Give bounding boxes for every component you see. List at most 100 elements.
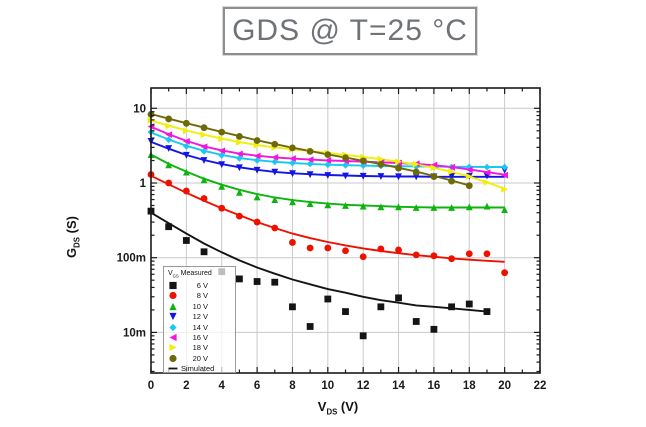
- x-tick-labels: 0 2 4 6 8 10 12 14 16 18 20 22: [148, 380, 547, 392]
- x-tick-label: 20: [498, 380, 511, 392]
- triangle-left-marker: [218, 147, 226, 155]
- x-tick-label: 10: [321, 380, 334, 392]
- triangle-down-marker: [183, 151, 190, 159]
- circle-marker: [395, 164, 402, 172]
- circle-marker: [377, 245, 385, 253]
- legend-item-12v: 12 V: [168, 312, 233, 322]
- square-marker: [448, 303, 455, 311]
- circle-marker: [412, 251, 420, 259]
- square-marker: [483, 308, 491, 315]
- triangle-right-marker: [412, 160, 420, 168]
- square-legend-icon: [169, 281, 177, 290]
- legend-header: VGS Measured: [168, 270, 212, 279]
- circle-marker: [165, 115, 173, 123]
- series-8v-simulated-line: [150, 174, 505, 263]
- x-tick-label: 18: [463, 380, 476, 392]
- line-legend-icon: [168, 367, 178, 370]
- circle-marker: [465, 250, 473, 258]
- y-tick-labels: 10 1 100m 10m: [117, 103, 147, 339]
- diamond-marker: [165, 136, 173, 144]
- triangle-right-legend-icon: [169, 344, 177, 352]
- triangle-left-marker: [448, 163, 455, 171]
- triangle-down-marker: [359, 172, 367, 180]
- square-marker: [182, 237, 190, 244]
- legend-item-20v: 20 V: [168, 353, 233, 363]
- triangle-left-marker: [306, 156, 314, 163]
- triangle-up-marker: [342, 202, 349, 209]
- triangle-down-marker: [200, 157, 208, 164]
- diamond-legend-icon: [169, 323, 177, 331]
- triangle-up-marker: [289, 198, 296, 206]
- triangle-down-marker: [395, 173, 402, 181]
- x-tick-label: 22: [534, 380, 547, 392]
- y-tick-label: 100m: [117, 253, 146, 265]
- triangle-up-marker: [306, 200, 314, 207]
- legend-item-18v: 18 V: [168, 343, 233, 353]
- circle-marker: [359, 157, 367, 165]
- triangle-left-marker: [324, 157, 332, 164]
- series-8v-measured-points: [147, 171, 509, 277]
- circle-marker: [377, 160, 385, 168]
- circle-marker: [165, 179, 173, 187]
- circle-marker: [395, 246, 402, 254]
- triangle-up-marker: [465, 203, 473, 211]
- triangle-left-marker: [169, 333, 177, 342]
- diamond-marker: [289, 159, 296, 167]
- circle-marker: [465, 182, 473, 190]
- diamond-marker: [183, 142, 190, 150]
- title-box: GDS @ T=25 °C: [223, 7, 477, 55]
- legend-item-label: 20 V: [192, 353, 208, 363]
- diamond-marker: [501, 163, 508, 171]
- circle-marker: [218, 128, 226, 136]
- triangle-up-marker: [448, 204, 455, 211]
- triangle-up-marker: [169, 302, 177, 310]
- triangle-up-marker: [359, 202, 367, 210]
- circle-marker: [306, 244, 314, 252]
- legend-item-label: 8 V: [196, 291, 208, 301]
- circle-marker: [359, 253, 367, 261]
- y-tick-label: 10: [133, 103, 146, 115]
- square-marker: [236, 275, 243, 283]
- triangle-right-marker: [430, 164, 438, 172]
- triangle-left-marker: [165, 131, 173, 138]
- triangle-right-marker: [169, 344, 177, 352]
- triangle-up-marker: [271, 196, 279, 203]
- diamond-marker: [483, 163, 491, 171]
- triangle-up-marker: [377, 203, 385, 211]
- diamond-marker: [271, 158, 279, 166]
- triangle-up-marker: [395, 203, 402, 211]
- square-marker: [169, 281, 177, 290]
- square-marker: [253, 278, 261, 285]
- triangle-down-marker: [448, 173, 455, 180]
- square-marker: [324, 295, 332, 303]
- square-marker: [359, 332, 367, 340]
- triangle-left-marker: [483, 169, 491, 176]
- legend-item-label: 18 V: [192, 343, 208, 353]
- circle-marker: [253, 137, 261, 144]
- x-tick-label: 14: [392, 380, 405, 392]
- legend-item-label: 12 V: [192, 312, 208, 322]
- triangle-up-marker: [501, 206, 508, 213]
- diamond-marker: [200, 148, 208, 155]
- triangle-right-marker: [218, 135, 226, 143]
- triangle-right-marker: [501, 186, 508, 193]
- triangle-right-marker: [395, 158, 402, 166]
- circle-marker: [289, 144, 296, 152]
- triangle-left-marker: [289, 155, 296, 162]
- triangle-right-marker: [183, 127, 190, 135]
- square-marker: [271, 278, 279, 286]
- triangle-up-marker: [483, 202, 491, 210]
- legend-item-simulated: Simulated: [168, 364, 233, 374]
- x-tick-label: 0: [148, 380, 154, 392]
- triangle-left-marker: [253, 152, 261, 160]
- legend-item-label: Simulated: [181, 364, 215, 374]
- square-marker: [289, 303, 296, 311]
- circle-marker: [483, 250, 491, 258]
- triangle-down-marker: [342, 172, 349, 180]
- legend-item-label: 14 V: [192, 322, 208, 332]
- square-marker: [395, 294, 402, 302]
- series-6v-simulated-line: [150, 211, 488, 313]
- diamond-marker: [169, 323, 177, 331]
- square-marker: [306, 323, 314, 330]
